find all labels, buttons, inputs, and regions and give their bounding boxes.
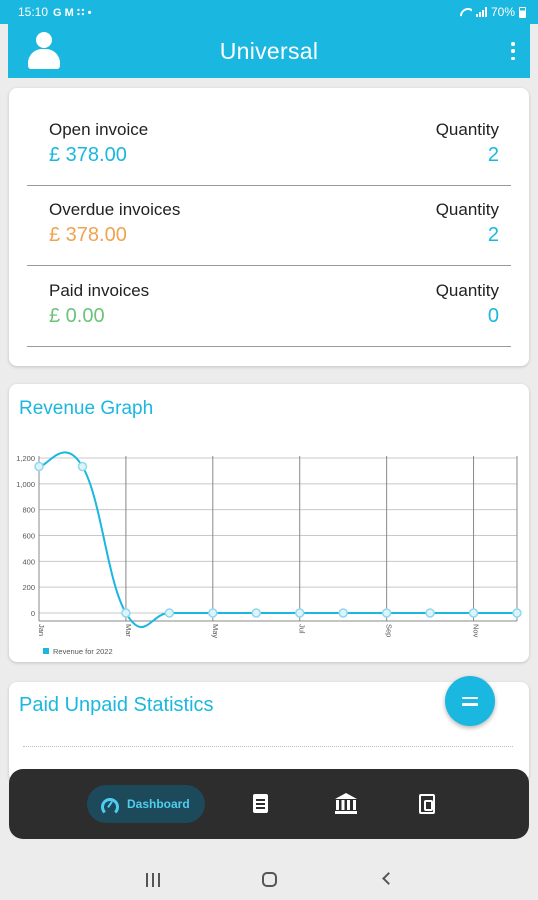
status-bar: 15:10 G M ∷ • 70% xyxy=(0,0,538,24)
speedometer-icon xyxy=(101,798,119,816)
series-line xyxy=(38,451,517,628)
nav-dashboard[interactable]: Dashboard xyxy=(87,785,205,823)
revenue-chart: 0 200 400 600 800 1,000 1,200 Jan Mar May Jul Sep No… xyxy=(16,451,522,656)
paid-unpaid-stats-card: Paid Unpaid Statistics xyxy=(9,682,529,782)
menu-fab-button[interactable] xyxy=(445,676,495,726)
stats-title: Paid Unpaid Statistics xyxy=(19,694,214,716)
invoice-amount: £ 378.00 xyxy=(49,224,127,246)
status-left: 15:10 G M ∷ • xyxy=(18,5,91,19)
y-tick-label: 800 xyxy=(22,506,35,515)
data-point xyxy=(208,608,218,618)
recents-icon[interactable] xyxy=(146,873,160,887)
legend-swatch xyxy=(43,648,49,654)
x-tick-label: Sep xyxy=(385,624,394,637)
x-tick-label: Jan xyxy=(37,624,46,636)
y-tick-label: 600 xyxy=(22,532,35,541)
bottom-nav: Dashboard xyxy=(9,769,529,839)
y-tick-label: 200 xyxy=(22,583,35,592)
stats-divider xyxy=(23,746,513,747)
system-nav-bar xyxy=(0,855,538,900)
quantity-value: 0 xyxy=(487,305,499,327)
invoice-amount: £ 0.00 xyxy=(49,305,105,327)
invoice-row-paid[interactable]: Paid invoices £ 0.00 Quantity 0 xyxy=(27,267,511,347)
invoice-label: Overdue invoices xyxy=(49,200,181,219)
x-tick-label: Jul xyxy=(298,624,307,634)
data-point xyxy=(77,461,88,472)
avatar-body xyxy=(28,49,60,69)
y-tick-label: 1,200 xyxy=(16,454,35,463)
invoice-label: Paid invoices xyxy=(49,281,150,300)
y-tick-label: 400 xyxy=(22,557,35,566)
data-point xyxy=(468,608,479,618)
status-time: 15:10 xyxy=(18,5,49,19)
contacts-icon xyxy=(419,794,435,814)
avatar-icon[interactable] xyxy=(26,32,62,70)
revenue-graph-title: Revenue Graph xyxy=(19,398,154,419)
data-point xyxy=(338,608,348,618)
signal-icon xyxy=(475,7,487,17)
nav-contacts[interactable] xyxy=(416,793,438,815)
status-right: 70% xyxy=(460,5,526,19)
page-title: Universal xyxy=(219,37,319,64)
quantity-value: 2 xyxy=(487,224,499,246)
quantity-label: Quantity xyxy=(435,120,499,139)
data-point xyxy=(164,608,175,618)
invoice-row-open[interactable]: Open invoice £ 378.00 Quantity 2 xyxy=(27,106,511,186)
back-icon[interactable] xyxy=(382,872,395,885)
data-point xyxy=(251,608,262,618)
wifi-icon xyxy=(460,8,472,17)
invoice-summary-card: Open invoice £ 378.00 Quantity 2 Overdue… xyxy=(9,88,529,366)
y-tick-label: 0 xyxy=(31,609,35,618)
y-tick-label: 1,000 xyxy=(16,480,35,489)
data-point xyxy=(294,608,305,618)
x-tick-label: Mar xyxy=(124,624,133,637)
quantity-label: Quantity xyxy=(435,200,499,219)
nav-bank[interactable] xyxy=(335,793,357,815)
data-point xyxy=(512,608,522,618)
legend-label: Revenue for 2022 xyxy=(53,647,113,656)
invoice-icon xyxy=(253,794,268,813)
home-icon[interactable] xyxy=(262,872,277,887)
nav-invoices[interactable] xyxy=(250,793,272,815)
battery-icon xyxy=(519,6,526,18)
more-options-icon[interactable] xyxy=(510,42,516,60)
invoice-label: Open invoice xyxy=(49,120,149,139)
battery-percent: 70% xyxy=(490,5,515,19)
app-bar: Universal xyxy=(8,24,530,78)
invoice-amount: £ 378.00 xyxy=(49,144,127,166)
avatar-head xyxy=(36,32,52,48)
x-tick-label: May xyxy=(211,624,220,638)
quantity-value: 2 xyxy=(487,144,499,166)
data-point xyxy=(425,608,435,618)
data-point xyxy=(121,608,131,618)
notification-icons: G M ∷ • xyxy=(53,6,92,19)
x-tick-label: Nov xyxy=(472,624,481,638)
invoice-row-overdue[interactable]: Overdue invoices £ 378.00 Quantity 2 xyxy=(27,186,511,266)
data-point xyxy=(34,461,44,472)
revenue-graph-card: Revenue Graph 0 200 400 600 800 1,000 1,200 Jan… xyxy=(9,384,529,662)
data-point xyxy=(381,608,392,618)
nav-dashboard-label: Dashboard xyxy=(127,797,190,811)
quantity-label: Quantity xyxy=(435,281,499,300)
